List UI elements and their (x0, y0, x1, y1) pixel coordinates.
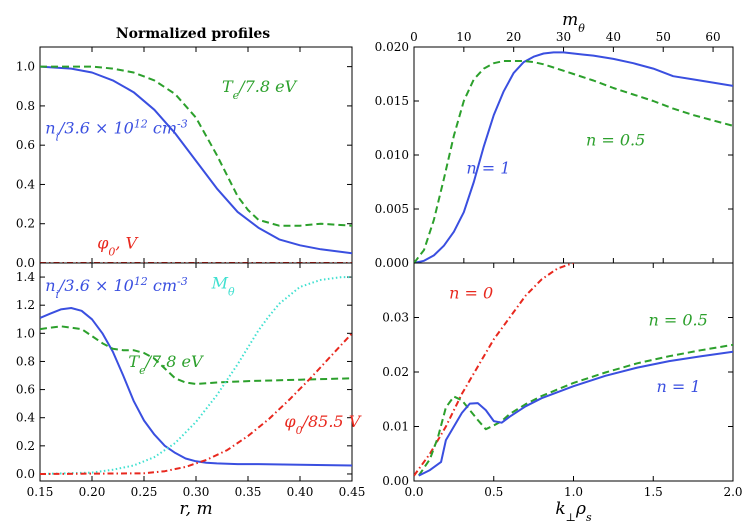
y-tick-label: 1.2 (16, 298, 35, 312)
figure-title: Normalized profiles (116, 26, 270, 42)
y-tick-label: 1.0 (16, 60, 35, 74)
series-line-n05 (414, 60, 733, 263)
x-tick-label: 40 (606, 30, 621, 44)
panel-bottom-right: 0.0 0.5 1.0 1.5 2.0 0.00 0.01 0.02 0.03 k⊥ρs n = 0… (382, 262, 743, 523)
x-tick-label: 20 (506, 30, 521, 44)
x-tick-label: 0.40 (287, 485, 314, 499)
panel-bottom-left: 0.15 0.20 0.25 0.30 0.35 0.40 0.45 0.0 0.2 0.4 0.6… (16, 262, 366, 519)
x-tick-label: 1.5 (644, 485, 663, 499)
y-tick-label: 1.4 (16, 270, 35, 284)
x-axis-label: k⊥ρs (555, 499, 592, 523)
x-tick-label: 50 (656, 30, 671, 44)
series-annotation: φ0/85.5 V (284, 412, 361, 437)
y-tick-label: 0.00 (382, 474, 409, 488)
y-tick-label: 0.005 (375, 202, 409, 216)
y-tick-label: 0.03 (382, 311, 409, 325)
y-tick-label: 1.0 (16, 326, 35, 340)
series-line-n1 (414, 51, 733, 263)
series-line-ni (40, 65, 352, 255)
series-line-phi0 (40, 332, 352, 475)
series-annotation: Te/7.8 eV (128, 352, 204, 377)
series-line-n0 (414, 263, 574, 477)
series-line-Te (40, 65, 352, 227)
x-tick-label: 60 (705, 30, 720, 44)
plot-frame (39, 46, 353, 264)
x-tick-label: 10 (456, 30, 471, 44)
series-annotation: ni/3.6 × 1012 cm-3 (45, 275, 188, 301)
y-tick-label: 0.4 (16, 411, 35, 425)
y-tick-label: 0.020 (375, 40, 409, 54)
plot-frame (413, 46, 734, 264)
y-tick-label: 0.015 (375, 94, 409, 108)
x-tick-label: 2.0 (723, 485, 742, 499)
y-tick-label: 0.8 (16, 99, 35, 113)
x-tick-label: 0.25 (131, 485, 158, 499)
x-tick-label: 0.30 (183, 485, 210, 499)
x-tick-label: 1.0 (564, 485, 583, 499)
series-annotation: n = 1 (466, 158, 510, 177)
series-annotation: φ0, V (97, 233, 138, 257)
x-tick-label: 0.35 (235, 485, 262, 499)
x-axis-label: mθ (562, 10, 585, 35)
series-line-n05 (417, 343, 733, 477)
y-tick-label: 0.4 (16, 177, 35, 191)
series-annotation: n = 0 (449, 283, 493, 302)
series-annotation: Te/7.8 eV (222, 77, 298, 102)
x-tick-label: 0.5 (484, 485, 503, 499)
y-tick-label: 0.010 (375, 148, 409, 162)
y-tick-label: 0.0 (16, 256, 35, 270)
y-tick-label: 0.2 (16, 439, 35, 453)
y-tick-label: 0.8 (16, 354, 35, 368)
series-line-ni (40, 307, 352, 467)
panel-top-right: 0 10 20 30 40 50 60 0.000 0.005 0.010 0.015 0.020 mθ… (375, 10, 734, 270)
x-axis-label: r, m (179, 499, 212, 519)
series-line-Te (40, 325, 352, 385)
y-tick-label: 0.6 (16, 383, 35, 397)
series-annotation: n = 1 (656, 377, 700, 396)
series-line-n1 (418, 350, 733, 477)
panel-top-left: 0.0 0.2 0.4 0.6 0.8 1.0 Te/7.8 eV ni/3.6 × 1012… (16, 46, 353, 270)
y-tick-label: 0.000 (375, 256, 409, 270)
y-tick-label: 0.01 (382, 420, 409, 434)
x-tick-label: 30 (556, 30, 571, 44)
y-tick-label: 0.0 (16, 467, 35, 481)
series-line-Mtheta (40, 276, 352, 475)
x-tick-label: 0.20 (79, 485, 106, 499)
x-tick-label: 0.0 (404, 485, 423, 499)
series-annotation: Mθ (211, 273, 235, 298)
y-tick-label: 0.02 (382, 365, 409, 379)
y-tick-label: 0.2 (16, 217, 35, 231)
x-tick-label: 0.15 (27, 485, 54, 499)
x-tick-label: 0.45 (339, 485, 366, 499)
y-tick-label: 0.6 (16, 138, 35, 152)
plot-frame (39, 262, 353, 482)
series-annotation: n = 0.5 (586, 130, 645, 149)
series-annotation: ni/3.6 × 1012 cm-3 (45, 117, 188, 143)
x-tick-label: 0 (410, 30, 418, 44)
series-annotation: n = 0.5 (648, 311, 707, 330)
